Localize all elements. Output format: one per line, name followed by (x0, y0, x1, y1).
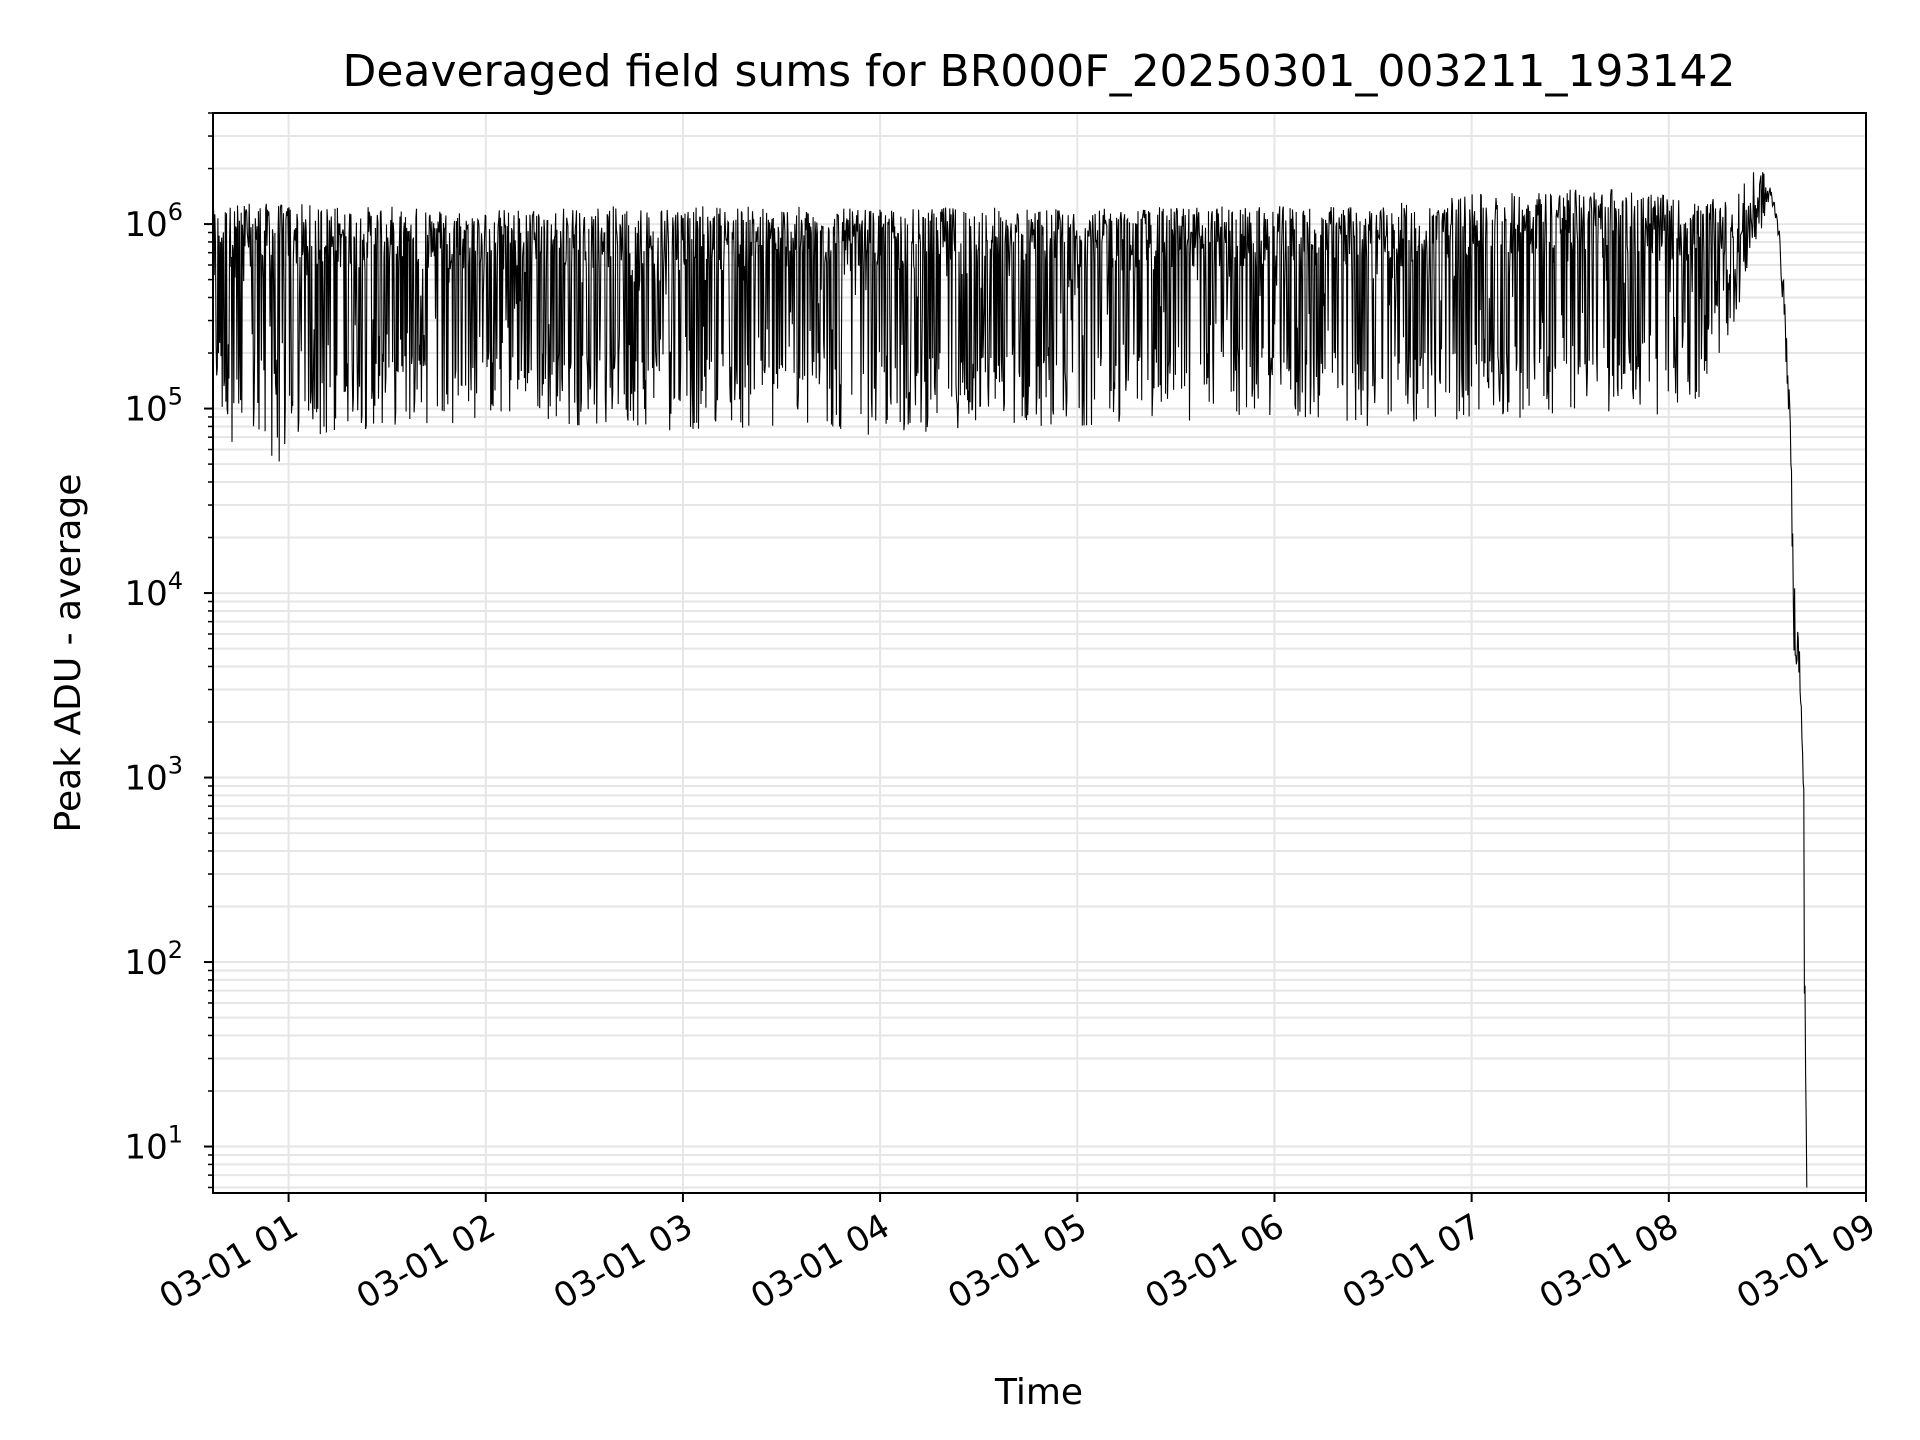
y-tick-label: 103 (124, 752, 183, 799)
y-axis-label: Peak ADU - average (48, 474, 89, 833)
data-series (212, 172, 1808, 1188)
y-tick-label: 105 (124, 383, 183, 430)
plot-frame (212, 112, 1867, 1194)
x-axis-label: Time (994, 1372, 1083, 1413)
y-tick-label: 106 (124, 198, 183, 245)
y-axis: 101 102 103 104 105 106 (124, 112, 213, 1189)
y-tick-label: 102 (124, 936, 183, 983)
chart-title: Deaveraged field sums for BR000F_2025030… (343, 46, 1736, 97)
y-tick-label: 104 (124, 567, 183, 614)
grid (213, 112, 1867, 1193)
y-tick-label: 101 (124, 1121, 183, 1168)
series-line (212, 172, 1808, 1188)
